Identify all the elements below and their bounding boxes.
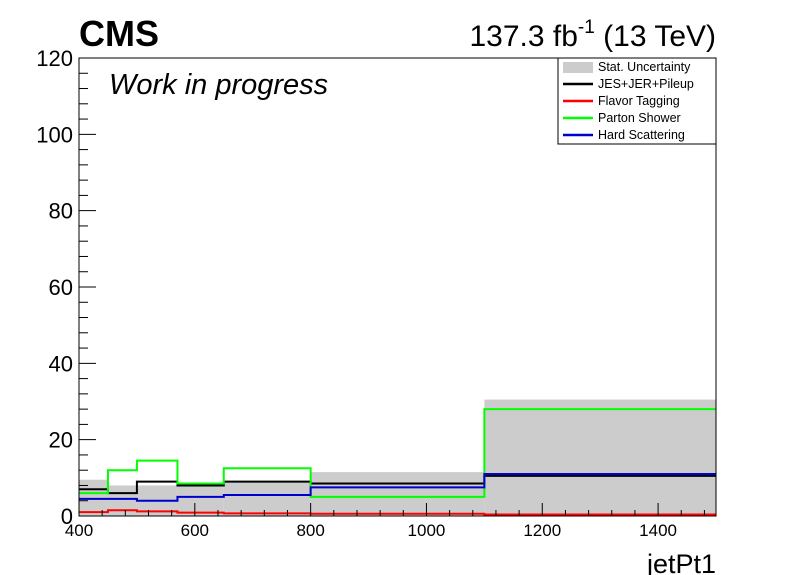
stat-band-bin-3 [177,485,224,516]
x-tick-label: 1400 [639,521,677,540]
series-line-hard-scattering [79,473,716,502]
legend: Stat. Uncertainty JES+JER+Pileup Flavor Ta… [557,57,717,145]
x-axis-title: jetPt1 [646,549,716,575]
legend-entry-label: Parton Shower [598,111,681,125]
legend-entry-label: Hard Scattering [598,128,685,142]
y-tick-label: 80 [49,199,73,224]
experiment-label: CMS [79,13,159,54]
series-lines [79,408,716,516]
series-line-flavor-tagging [79,509,716,516]
y-tick-label: 40 [49,351,73,376]
y-tick-label: 120 [36,46,73,71]
y-tick-label: 20 [49,428,73,453]
x-axis: 400 600 800 1000 1200 1400 [65,503,705,540]
series-line-parton-shower [79,408,716,498]
y-axis: 0 20 40 60 80 100 120 [36,46,96,529]
series-line-jes-jer-pileup [79,474,716,495]
legend-entry-label: JES+JER+Pileup [598,77,694,91]
x-tick-label: 1200 [523,521,561,540]
stat-band-bin-5 [310,472,485,516]
luminosity-label: 137.3 fb-1 (13 TeV) [469,17,716,53]
x-tick-label: 800 [296,521,324,540]
legend-entry-label: Stat. Uncertainty [598,60,691,74]
stat-uncertainty-band [79,399,716,516]
x-tick-label: 400 [65,521,93,540]
legend-entry-label: Flavor Tagging [598,94,680,108]
status-label: Work in progress [109,69,328,101]
stat-band-bin-4 [223,481,311,516]
y-tick-label: 0 [61,504,73,529]
y-tick-label: 60 [49,275,73,300]
x-tick-label: 1000 [408,521,446,540]
stat-band-bin-6 [484,399,716,516]
legend-swatch-band [563,62,593,73]
stat-band-bin-1 [107,485,137,516]
x-tick-label: 600 [181,521,209,540]
y-tick-label: 100 [36,122,73,147]
